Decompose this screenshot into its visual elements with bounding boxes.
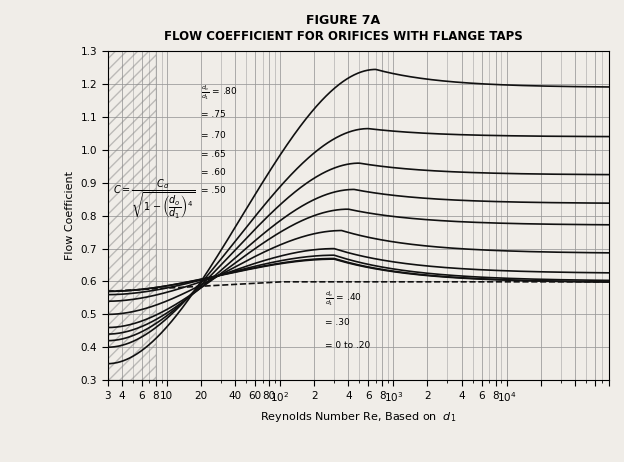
Text: = .70: = .70 [201, 131, 226, 140]
Text: $\frac{d_o}{d_1}$ = .40: $\frac{d_o}{d_1}$ = .40 [325, 289, 363, 308]
Text: = .30: = .30 [325, 318, 350, 327]
Text: FIGURE 7A: FIGURE 7A [306, 14, 380, 27]
X-axis label: Reynolds Number Re, Based on  $d_1$: Reynolds Number Re, Based on $d_1$ [260, 410, 456, 424]
Text: $C = \dfrac{C_d}{\sqrt{1 - \left(\dfrac{d_o}{d_1}\right)^4}}$: $C = \dfrac{C_d}{\sqrt{1 - \left(\dfrac{… [112, 177, 195, 221]
Text: = .50: = .50 [201, 186, 226, 195]
Text: FLOW COEFFICIENT FOR ORIFICES WITH FLANGE TAPS: FLOW COEFFICIENT FOR ORIFICES WITH FLANG… [164, 30, 522, 43]
Text: = .60: = .60 [201, 169, 226, 177]
Y-axis label: Flow Coefficient: Flow Coefficient [65, 171, 75, 260]
Text: = .65: = .65 [201, 151, 226, 159]
Text: = .75: = .75 [201, 110, 226, 119]
Text: = 0 to .20: = 0 to .20 [325, 341, 371, 350]
Text: $\frac{d_o}{d_1}$ = .80: $\frac{d_o}{d_1}$ = .80 [201, 83, 238, 102]
